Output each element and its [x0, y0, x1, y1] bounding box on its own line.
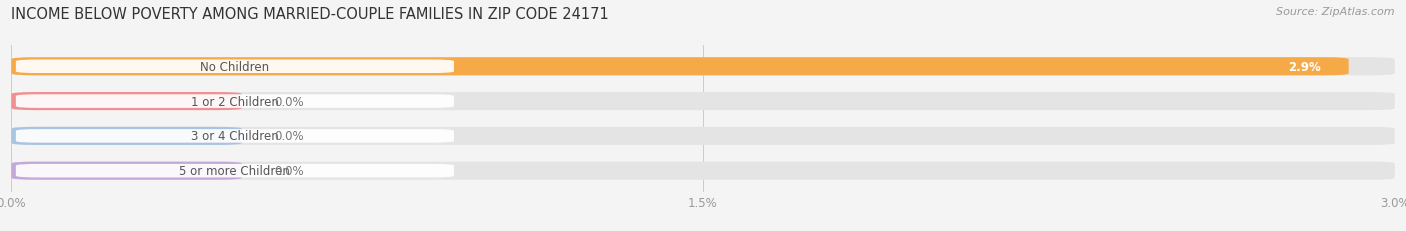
- FancyBboxPatch shape: [15, 130, 454, 143]
- Text: 3 or 4 Children: 3 or 4 Children: [191, 130, 278, 143]
- Text: No Children: No Children: [200, 61, 270, 73]
- FancyBboxPatch shape: [11, 127, 242, 145]
- FancyBboxPatch shape: [11, 127, 1395, 145]
- FancyBboxPatch shape: [11, 162, 242, 180]
- FancyBboxPatch shape: [11, 93, 1395, 111]
- Text: Source: ZipAtlas.com: Source: ZipAtlas.com: [1277, 7, 1395, 17]
- FancyBboxPatch shape: [11, 162, 1395, 180]
- Text: 1 or 2 Children: 1 or 2 Children: [191, 95, 278, 108]
- FancyBboxPatch shape: [11, 58, 1395, 76]
- Text: 5 or more Children: 5 or more Children: [180, 164, 291, 177]
- Text: 0.0%: 0.0%: [274, 95, 304, 108]
- Text: 0.0%: 0.0%: [274, 164, 304, 177]
- FancyBboxPatch shape: [15, 164, 454, 178]
- FancyBboxPatch shape: [11, 93, 242, 111]
- FancyBboxPatch shape: [11, 58, 1348, 76]
- FancyBboxPatch shape: [15, 95, 454, 108]
- Text: INCOME BELOW POVERTY AMONG MARRIED-COUPLE FAMILIES IN ZIP CODE 24171: INCOME BELOW POVERTY AMONG MARRIED-COUPL…: [11, 7, 609, 22]
- Text: 0.0%: 0.0%: [274, 130, 304, 143]
- FancyBboxPatch shape: [15, 60, 454, 74]
- Text: 2.9%: 2.9%: [1288, 61, 1322, 73]
